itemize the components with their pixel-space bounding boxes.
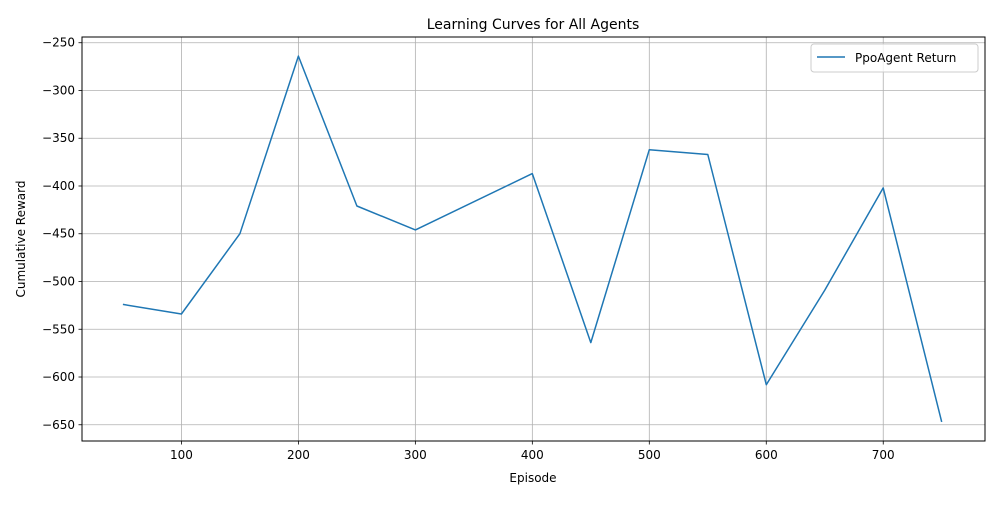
y-tick-label: −650 [42,418,75,432]
y-tick-label: −500 [42,275,75,289]
y-tick-label: −350 [42,131,75,145]
y-tick-label: −600 [42,370,75,384]
legend-box [810,43,979,73]
x-tick-label: 400 [521,448,544,462]
y-tick-label: −300 [42,83,75,97]
x-tick-label: 500 [638,448,661,462]
x-tick-label: 700 [872,448,895,462]
x-axis-label: Episode [509,471,556,485]
series-lines [122,55,943,423]
x-tick-label: 200 [287,448,310,462]
y-tick-label: −450 [42,227,75,241]
legend-label-ppoagent: PpoAgent Return [855,51,956,65]
y-tick-label: −550 [42,322,75,336]
legend: PpoAgent Return [810,43,979,73]
y-tick-label: −250 [42,36,75,50]
x-tick-label: 600 [755,448,778,462]
series-line-ppoagent-return [122,55,943,423]
x-tick-label: 300 [404,448,427,462]
y-axis-label: Cumulative Reward [14,181,28,298]
axis-ticks: 100 200 300 400 500 600 700 −250 −300 −350 −400 −45… [42,36,895,462]
grid-lines [82,37,985,441]
y-tick-label: −400 [42,179,75,193]
plot-area-frame [81,36,986,442]
x-tick-label: 100 [170,448,193,462]
chart-title: Learning Curves for All Agents [427,17,640,33]
